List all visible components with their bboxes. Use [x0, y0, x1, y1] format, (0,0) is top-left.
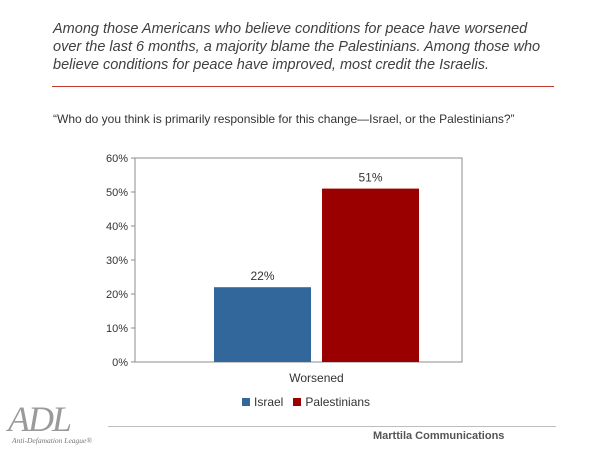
legend-swatch-palestinians: [293, 398, 302, 406]
chart-legend: Israel Palestinians: [242, 395, 380, 409]
legend-item-palestinians: Palestinians: [293, 395, 370, 409]
y-tick-label: 40%: [106, 221, 128, 233]
y-tick-label: 0%: [112, 357, 128, 369]
survey-question: “Who do you think is primarily responsib…: [53, 112, 515, 126]
legend-label-israel: Israel: [254, 395, 284, 409]
data-label-palestinians: 51%: [358, 171, 382, 185]
credit-text: Marttila Communications: [373, 430, 505, 442]
logo-letters: ADL: [8, 399, 72, 439]
y-tick-label: 60%: [106, 153, 128, 165]
logo-subtitle: Anti-Defamation League®: [12, 436, 93, 445]
y-tick-label: 10%: [106, 323, 128, 335]
y-tick-label: 20%: [106, 289, 128, 301]
bar-israel: [214, 287, 311, 362]
data-label-israel: 22%: [250, 269, 274, 283]
footer-divider: [108, 426, 556, 427]
title-divider: [52, 86, 554, 87]
legend-swatch-israel: [242, 398, 250, 406]
bar-palestinians: [322, 188, 419, 362]
y-tick-label: 30%: [106, 255, 128, 267]
headline: Among those Americans who believe condit…: [53, 21, 541, 73]
legend-item-israel: Israel: [242, 395, 283, 409]
adl-logo: ADL Anti-Defamation League®: [8, 400, 128, 448]
x-category-label: Worsened: [289, 371, 343, 385]
y-tick-label: 50%: [106, 187, 128, 199]
legend-label-palestinians: Palestinians: [305, 395, 371, 409]
